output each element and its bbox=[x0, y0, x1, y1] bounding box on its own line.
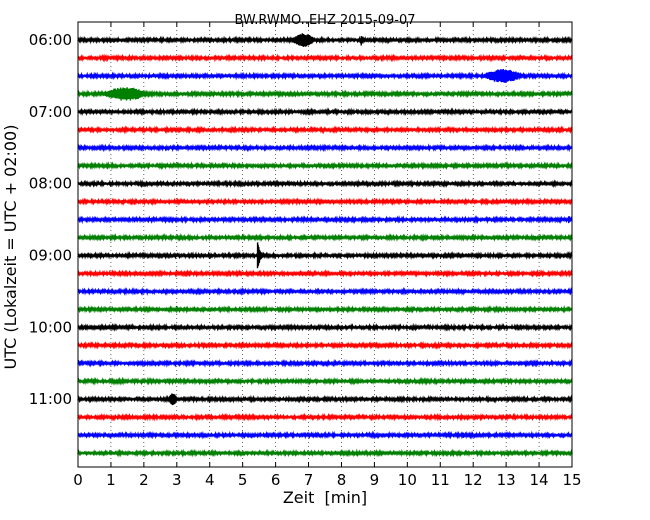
y-tick-label: 10:00 bbox=[29, 318, 72, 336]
trace-0700 bbox=[77, 107, 573, 117]
x-tick-label: 3 bbox=[172, 471, 182, 489]
trace-event bbox=[102, 87, 157, 101]
trace-0645 bbox=[77, 89, 573, 99]
trace-0915 bbox=[77, 269, 573, 278]
trace-event bbox=[340, 432, 349, 438]
trace-1015 bbox=[77, 340, 573, 350]
y-tick-label: 07:00 bbox=[29, 103, 72, 121]
y-tick-label: 06:00 bbox=[29, 31, 72, 49]
trace-event bbox=[568, 216, 573, 224]
trace-group bbox=[77, 33, 573, 458]
x-tick-label: 11 bbox=[431, 471, 450, 489]
x-tick-label: 1 bbox=[106, 471, 116, 489]
x-tick-label: 7 bbox=[304, 471, 314, 489]
trace-0900 bbox=[77, 250, 573, 261]
trace-1115 bbox=[77, 412, 573, 422]
trace-0800 bbox=[77, 179, 573, 189]
x-tick-label: 4 bbox=[205, 471, 215, 489]
x-tick-label: 15 bbox=[562, 471, 581, 489]
plot-frame bbox=[77, 21, 573, 468]
y-tick-label: 08:00 bbox=[29, 175, 72, 193]
trace-1100 bbox=[77, 394, 573, 404]
x-tick-label: 0 bbox=[73, 471, 83, 489]
trace-0830 bbox=[77, 215, 573, 225]
trace-1000 bbox=[77, 322, 573, 332]
trace-event bbox=[482, 68, 530, 83]
trace-0930 bbox=[77, 286, 573, 296]
x-axis-label: Zeit [min] bbox=[283, 488, 367, 507]
trace-event bbox=[256, 242, 270, 269]
x-tick-label: 2 bbox=[139, 471, 149, 489]
x-tick-label: 14 bbox=[530, 471, 549, 489]
trace-0945 bbox=[77, 304, 573, 314]
y-axis-ticks: 06:00 07:00 08:00 09:00 10:00 11:00 bbox=[29, 31, 572, 408]
x-axis-ticks: 0 1 2 3 4 5 6 7 8 9 10 11 12 13 14 15 bbox=[73, 22, 582, 489]
trace-0730 bbox=[77, 143, 573, 153]
x-tick-label: 12 bbox=[464, 471, 483, 489]
trace-1145 bbox=[77, 448, 573, 458]
x-tick-label: 9 bbox=[370, 471, 380, 489]
trace-0745 bbox=[77, 161, 573, 171]
chart-title: BW.RWMO..EHZ 2015-09-07 bbox=[234, 13, 415, 28]
trace-event bbox=[406, 432, 413, 438]
y-tick-label: 11:00 bbox=[29, 390, 72, 408]
trace-0845 bbox=[77, 232, 573, 243]
trace-0600 bbox=[77, 35, 573, 45]
trace-event bbox=[83, 324, 112, 331]
y-tick-label: 09:00 bbox=[29, 247, 72, 265]
x-tick-label: 8 bbox=[337, 471, 347, 489]
trace-1045 bbox=[77, 376, 573, 386]
trace-1130 bbox=[77, 430, 573, 440]
trace-event bbox=[360, 36, 370, 46]
y-axis-label: UTC (Lokalzeit = UTC + 02:00) bbox=[1, 125, 20, 370]
trace-0715 bbox=[77, 125, 573, 135]
x-tick-label: 13 bbox=[497, 471, 516, 489]
trace-event bbox=[462, 432, 469, 438]
trace-0815 bbox=[77, 197, 573, 207]
trace-1030 bbox=[77, 358, 573, 368]
trace-event bbox=[167, 393, 180, 406]
trace-event bbox=[291, 33, 320, 47]
x-tick-label: 5 bbox=[238, 471, 248, 489]
x-tick-label: 10 bbox=[398, 471, 417, 489]
trace-0615 bbox=[77, 53, 573, 63]
x-tick-label: 6 bbox=[271, 471, 281, 489]
